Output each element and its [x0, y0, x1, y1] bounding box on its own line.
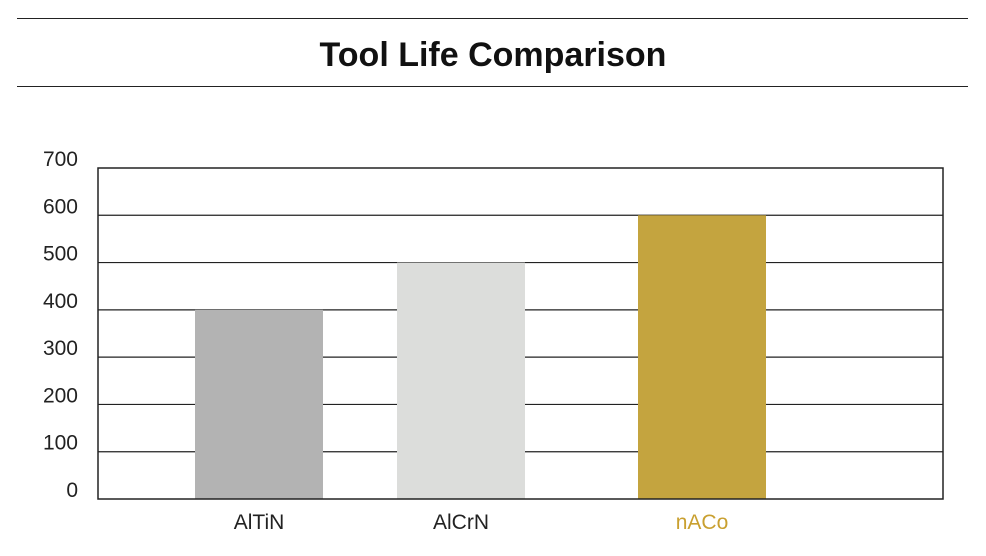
y-tick-label: 400: [43, 290, 78, 313]
y-tick-label: 600: [43, 195, 78, 218]
title-top-rule: [17, 18, 968, 19]
x-axis-labels: AlTiN AlCrN nACo: [234, 511, 729, 534]
bar-altin: [195, 309, 323, 499]
title-bottom-rule: [17, 86, 968, 87]
y-tick-label: 200: [43, 384, 78, 407]
x-category-label: AlCrN: [433, 511, 489, 534]
y-tick-label: 300: [43, 337, 78, 360]
y-tick-label: 700: [43, 148, 78, 171]
y-tick-label: 0: [66, 479, 78, 502]
x-category-label: AlTiN: [234, 511, 285, 534]
bar-alcrn: [397, 262, 525, 499]
bar-naco: [638, 215, 766, 500]
chart-title: Tool Life Comparison: [319, 36, 667, 74]
bars: [195, 215, 766, 500]
plot-frame: [97, 167, 944, 500]
y-tick-label: 100: [43, 432, 78, 455]
x-category-label: nACo: [676, 511, 729, 534]
y-tick-label: 500: [43, 243, 78, 266]
y-axis-ticks: 0 100 200 300 400 500 600 700: [43, 148, 78, 502]
